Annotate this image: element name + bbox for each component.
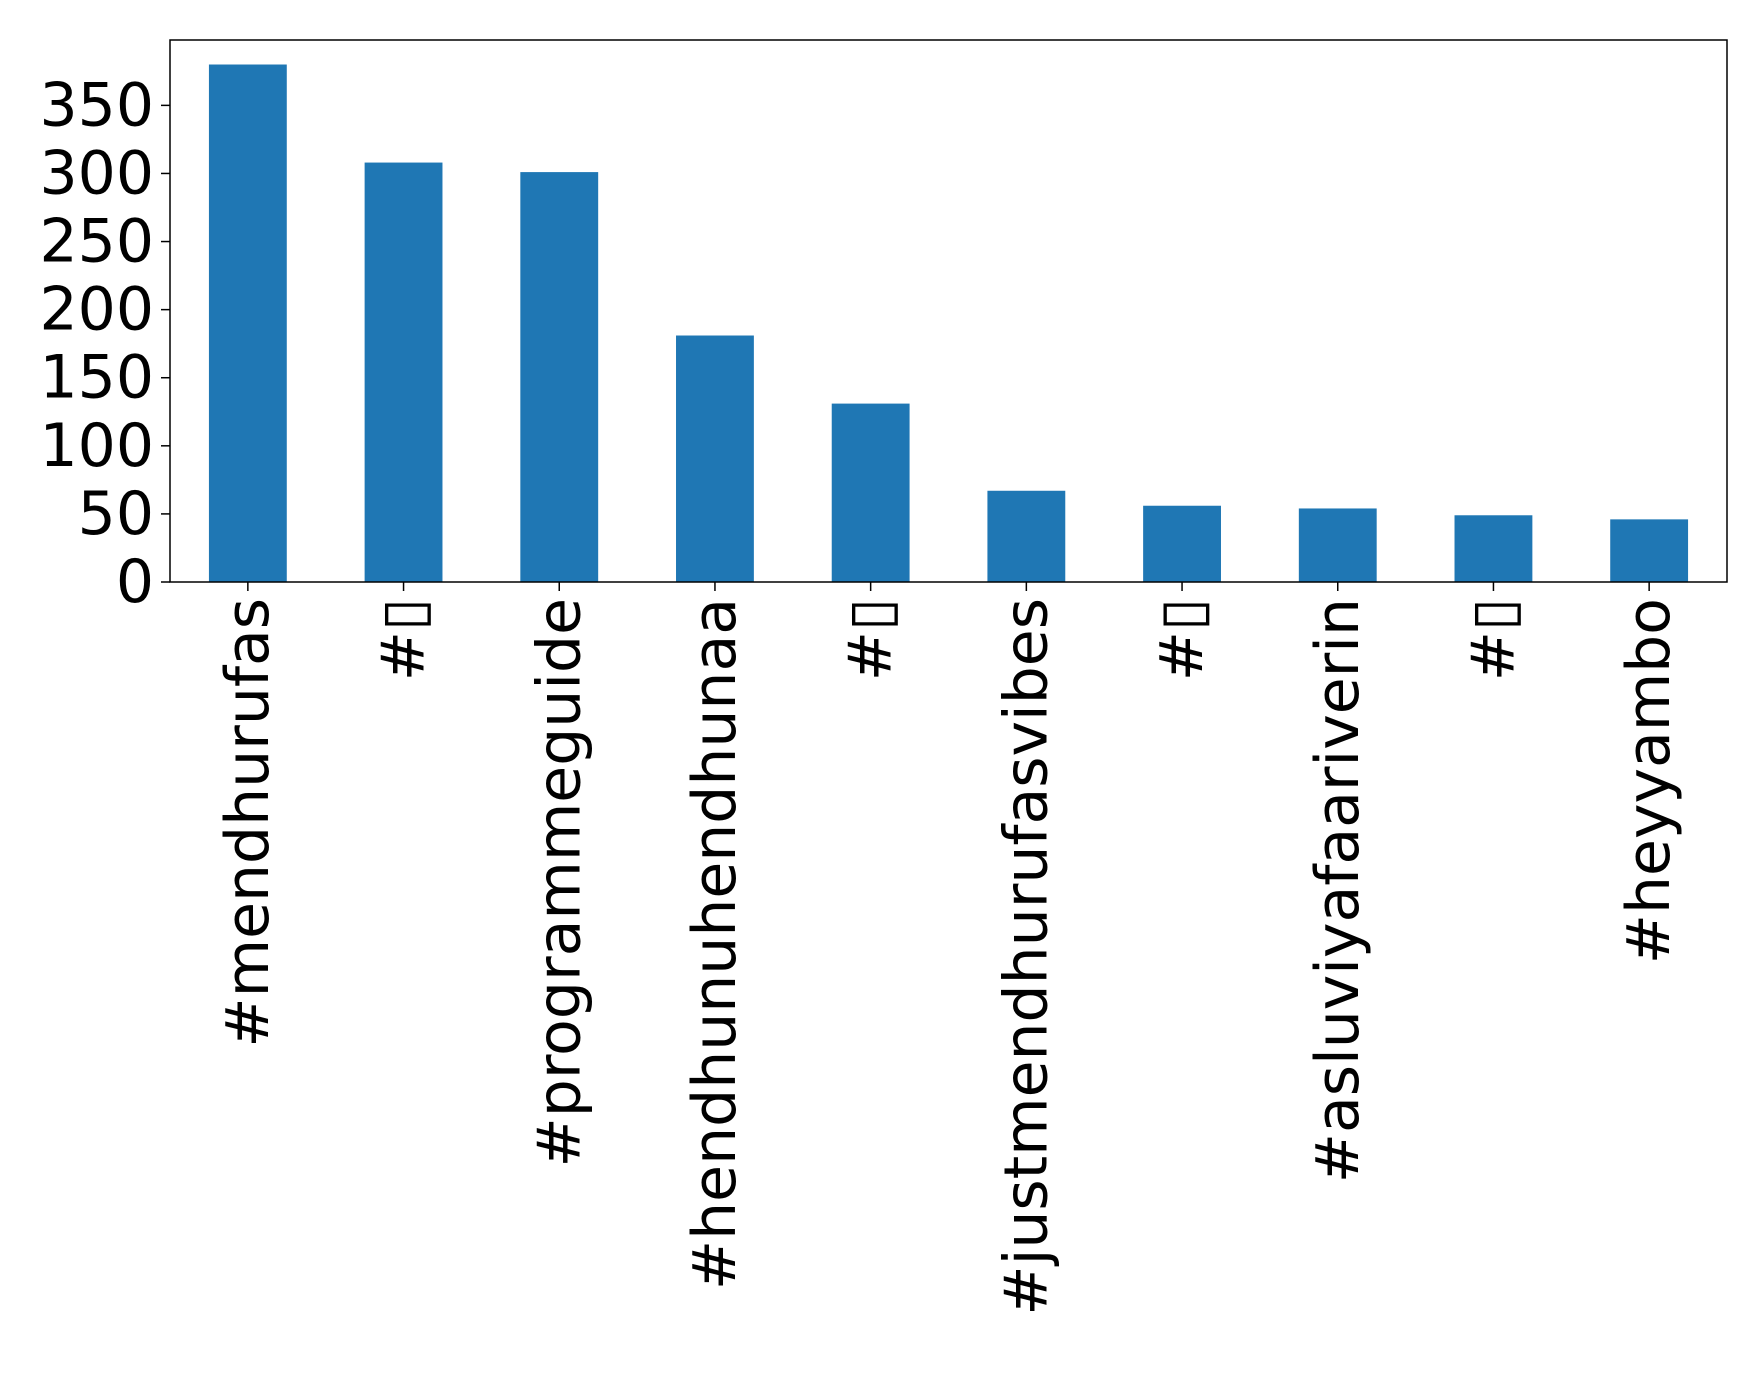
x-tick-label-7: #asluviyafaariverin <box>1303 598 1373 1183</box>
bar-6 <box>1143 505 1221 582</box>
x-axis: #mendhurufas #▯ #programmeguide #hendhunuhe… <box>213 582 1684 1316</box>
y-tick-label-2: 100 <box>39 411 154 481</box>
bar-9 <box>1610 519 1689 582</box>
bar-2 <box>520 172 599 582</box>
bar-0 <box>208 64 287 582</box>
y-tick-label-3: 150 <box>39 343 154 413</box>
bar-3 <box>676 335 754 582</box>
y-tick-label-0: 0 <box>116 547 154 617</box>
bar-5 <box>987 490 1066 582</box>
bar-4 <box>831 403 910 582</box>
x-tick-label-3: #hendhunuhendhunaa <box>680 598 750 1290</box>
plot-area-frame <box>169 39 1728 583</box>
y-tick-label-1: 50 <box>78 479 154 549</box>
x-tick-label-0: #mendhurufas <box>213 598 283 1048</box>
x-tick-label-8: #▯ <box>1458 598 1528 681</box>
bar-8 <box>1454 515 1533 582</box>
bars-layer <box>208 64 1689 582</box>
bar-7 <box>1298 508 1377 582</box>
y-tick-label-7: 350 <box>39 70 154 140</box>
x-tick-label-5: #justmendhurufasvibes <box>991 598 1061 1316</box>
x-tick-label-9: #heyyambo <box>1614 598 1684 964</box>
x-tick-label-6: #▯ <box>1147 598 1217 681</box>
x-tick-label-1: #▯ <box>369 598 439 681</box>
y-tick-label-5: 250 <box>39 207 154 277</box>
bar-1 <box>364 162 443 582</box>
y-tick-label-4: 200 <box>39 275 154 345</box>
y-tick-label-6: 300 <box>39 138 154 208</box>
x-tick-label-2: #programmeguide <box>524 598 594 1168</box>
x-tick-label-4: #▯ <box>836 598 906 681</box>
